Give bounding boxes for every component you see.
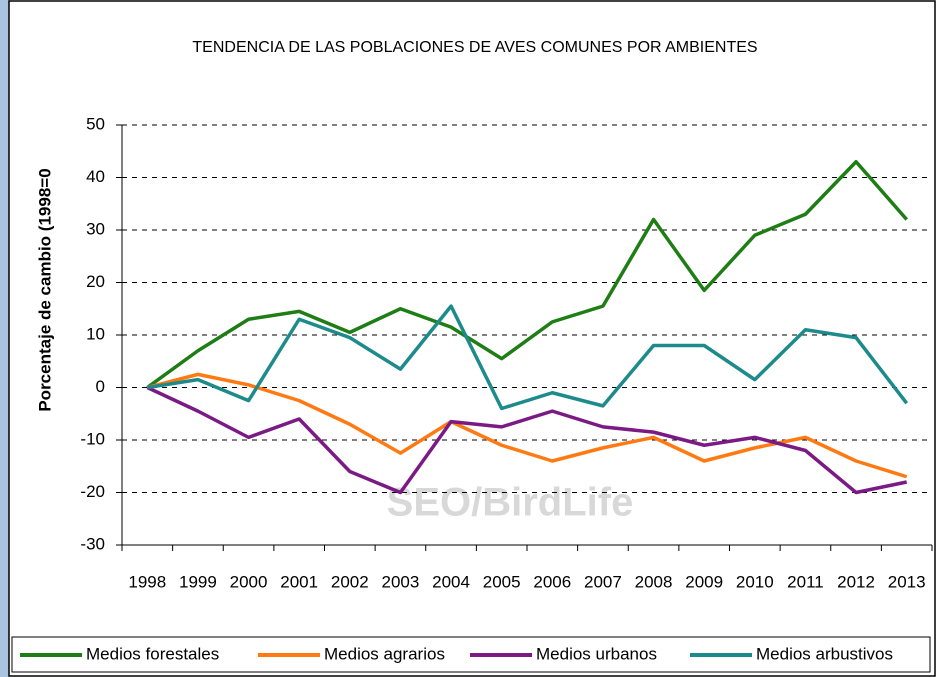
legend-label: Medios arbustivos [756, 644, 893, 663]
x-tick-label: 2002 [331, 572, 369, 591]
y-tick-label: 0 [96, 377, 105, 396]
chart-title: TENDENCIA DE LAS POBLACIONES DE AVES COM… [192, 39, 757, 56]
y-tick-label: 40 [86, 167, 105, 186]
y-tick-label: 20 [86, 272, 105, 291]
x-tick-label: 1998 [128, 572, 166, 591]
series-line [147, 304, 909, 411]
x-tick-label: 2013 [888, 572, 926, 591]
x-tick-label: 2004 [432, 572, 470, 591]
x-tick-label: 1999 [179, 572, 217, 591]
x-tick-label: 2006 [533, 572, 571, 591]
x-tick-label: 2003 [382, 572, 420, 591]
x-tick-label: 2008 [635, 572, 673, 591]
x-tick-label: 2000 [230, 572, 268, 591]
y-axis-title: Porcentaje de cambio (1998=0 [35, 168, 54, 411]
y-tick-label: 30 [86, 219, 105, 238]
y-tick-label: -30 [80, 534, 105, 553]
series-line [146, 160, 909, 389]
legend-label: Medios agrarios [324, 644, 445, 663]
y-tick-label: -10 [80, 429, 105, 448]
x-tick-label: 2007 [584, 572, 622, 591]
x-tick-label: 2010 [736, 572, 774, 591]
x-tick-label: 2011 [787, 572, 824, 591]
x-tick-label: 2009 [685, 572, 723, 591]
legend-label: Medios urbanos [536, 644, 657, 663]
y-tick-label: 10 [86, 324, 105, 343]
x-tick-label: 2001 [280, 572, 318, 591]
watermark: SEO/BirdLife [387, 481, 634, 525]
x-tick-label: 2005 [483, 572, 521, 591]
background-strip [0, 0, 10, 677]
series-line [146, 385, 908, 495]
x-tick-label: 2012 [837, 572, 875, 591]
legend-label: Medios forestales [86, 644, 219, 663]
y-tick-label: -20 [80, 482, 105, 501]
y-tick-label: 50 [86, 114, 105, 133]
